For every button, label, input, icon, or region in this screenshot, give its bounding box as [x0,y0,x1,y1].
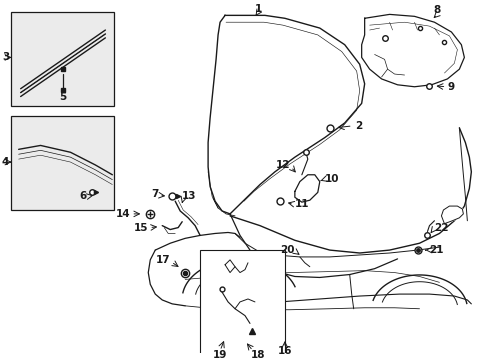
Text: 17: 17 [155,255,170,265]
Text: 7: 7 [151,189,158,199]
Text: 18: 18 [250,350,264,360]
Text: 10: 10 [324,174,339,184]
Text: 1: 1 [254,4,261,14]
Text: 6: 6 [79,191,86,201]
Text: 5: 5 [59,91,66,102]
Text: 21: 21 [428,245,443,255]
Text: 15: 15 [134,222,148,233]
Text: 4: 4 [2,157,9,167]
Text: 20: 20 [280,245,294,255]
Bar [11,13,114,106]
Text: 9: 9 [447,82,454,92]
Polygon shape [208,15,364,214]
Text: 3: 3 [2,53,9,62]
Text: 8: 8 [433,5,440,15]
Bar [200,250,285,360]
Text: 14: 14 [116,209,130,219]
Text: 22: 22 [433,222,448,233]
Text: 12: 12 [275,160,289,170]
Text: 13: 13 [182,191,196,201]
Bar [11,116,114,210]
Text: 16: 16 [277,346,291,356]
Polygon shape [361,14,464,87]
Text: 11: 11 [294,199,309,209]
Text: 2: 2 [354,121,361,131]
Text: 19: 19 [212,350,227,360]
Polygon shape [441,206,463,224]
